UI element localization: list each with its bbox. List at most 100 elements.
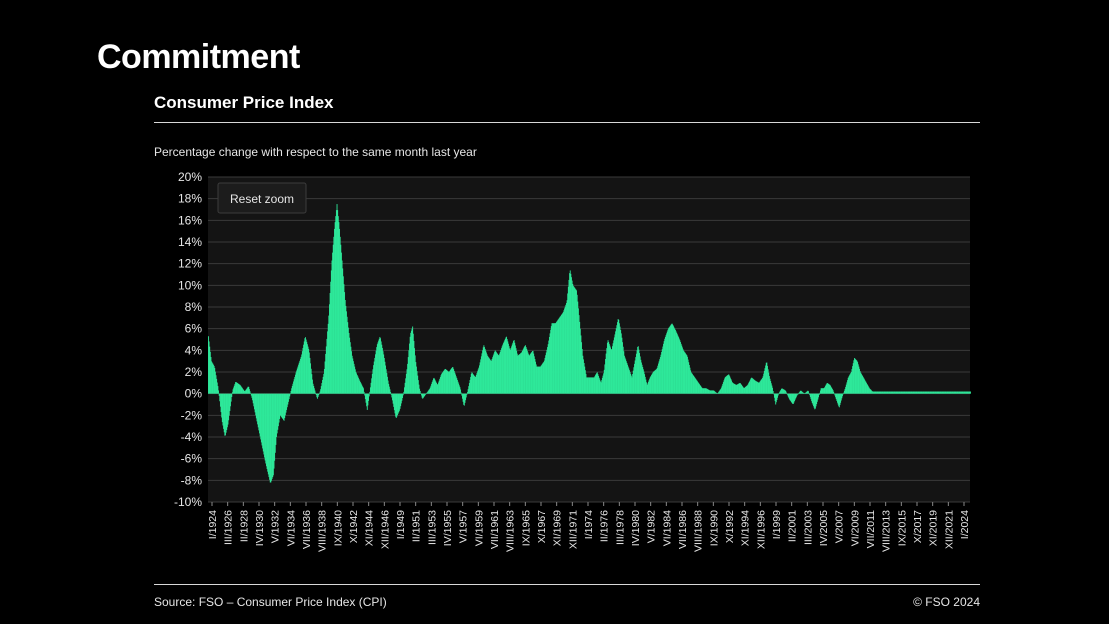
cpi-bar [687, 359, 689, 394]
cpi-bar [373, 361, 375, 394]
cpi-bar [222, 393, 224, 426]
reset-zoom-button[interactable]: Reset zoom [217, 182, 307, 214]
cpi-bar [379, 336, 381, 394]
cpi-bar [710, 390, 712, 394]
cpi-bar [585, 373, 587, 394]
cpi-bar [833, 393, 835, 395]
cpi-bar [395, 393, 397, 417]
cpi-bar [502, 344, 504, 394]
cpi-bar [756, 381, 758, 394]
cpi-bar [460, 389, 462, 394]
cpi-bar [385, 369, 387, 394]
cpi-bar [805, 392, 807, 394]
y-tick-label: 20% [178, 170, 202, 184]
cpi-bar [433, 377, 435, 394]
cpi-bar [744, 387, 746, 394]
cpi-bar [654, 370, 656, 394]
cpi-bar [899, 391, 901, 394]
cpi-bar [236, 382, 238, 394]
cpi-bar [390, 393, 392, 395]
cpi-bar [698, 384, 700, 394]
cpi-bar [962, 391, 964, 394]
cpi-bar [754, 380, 756, 394]
cpi-bar [809, 393, 811, 396]
cpi-chart[interactable]: 20% 18% 16% 14% 12% 10% 8% 6% 4% 2% 0% -2% -4% -6% -8%… [150, 165, 980, 583]
cpi-bar [314, 390, 316, 394]
cpi-bar [851, 369, 853, 394]
cpi-bar [528, 355, 530, 394]
cpi-bar [260, 393, 262, 440]
x-tick-label: IV/1955 [442, 510, 454, 546]
cpi-bar [446, 370, 448, 394]
cpi-bar [606, 342, 608, 394]
x-tick-label: IV/1930 [254, 510, 266, 546]
cpi-bar [941, 391, 942, 394]
cpi-bar [761, 378, 763, 394]
cpi-bar [563, 310, 565, 394]
cpi-bar [525, 345, 526, 394]
cpi-bar [450, 368, 452, 394]
cpi-bar [479, 365, 480, 394]
cpi-bar [297, 366, 299, 394]
cpi-bar [277, 393, 279, 427]
cpi-bar [452, 367, 454, 394]
cpi-bar [846, 382, 848, 394]
cpi-bar [869, 389, 871, 394]
cpi-bar [309, 357, 311, 394]
cpi-bar [808, 391, 809, 394]
cpi-bar [828, 383, 830, 394]
cpi-bar [387, 380, 389, 394]
cpi-bar [764, 368, 766, 394]
cpi-bar [718, 391, 720, 394]
cpi-bar [236, 383, 238, 394]
cpi-bar [370, 382, 372, 394]
cpi-bar [211, 362, 213, 394]
cpi-bar [339, 236, 341, 394]
cpi-bar [382, 351, 384, 394]
cpi-bar [736, 384, 738, 394]
cpi-bar [511, 344, 513, 394]
cpi-bar [879, 391, 881, 394]
cpi-bar [448, 371, 450, 394]
cpi-bar [937, 391, 939, 394]
x-tick-label: VI/1984 [661, 510, 673, 546]
cpi-bar [272, 393, 274, 476]
cpi-bar [881, 391, 883, 394]
cpi-bar [645, 379, 647, 394]
cpi-bar [579, 321, 581, 394]
cpi-bar [619, 326, 621, 394]
cpi-bar [319, 391, 321, 394]
cpi-bar [880, 391, 882, 394]
cpi-bar [487, 356, 489, 394]
cpi-bar [414, 355, 416, 394]
cpi-bar [830, 386, 832, 394]
y-tick-label: -6% [181, 452, 203, 466]
cpi-bar [768, 376, 770, 394]
cpi-bar [888, 391, 890, 394]
cpi-bar [353, 363, 355, 394]
cpi-bar [335, 216, 337, 394]
cpi-bar [738, 383, 739, 394]
cpi-bar [409, 343, 410, 394]
x-tick-label: IX/1990 [708, 510, 720, 546]
cpi-bar [288, 393, 290, 400]
cpi-bar [946, 391, 948, 394]
cpi-bar [343, 284, 345, 394]
cpi-bar [787, 393, 789, 397]
cpi-bar [873, 391, 875, 394]
cpi-bar [844, 388, 846, 394]
x-tick-label: I/1999 [771, 510, 783, 539]
cpi-bar [760, 380, 762, 394]
cpi-bar [356, 373, 358, 394]
cpi-bar [797, 393, 799, 395]
cpi-bar [555, 322, 557, 394]
y-tick-label: 10% [178, 278, 202, 292]
cpi-bar [730, 379, 732, 394]
cpi-bar [632, 370, 634, 394]
cpi-bar [918, 391, 920, 394]
cpi-bar [777, 393, 779, 396]
cpi-bar [703, 388, 705, 394]
cpi-bar [713, 390, 715, 394]
cpi-bar [315, 392, 317, 394]
cpi-bar [705, 388, 707, 394]
